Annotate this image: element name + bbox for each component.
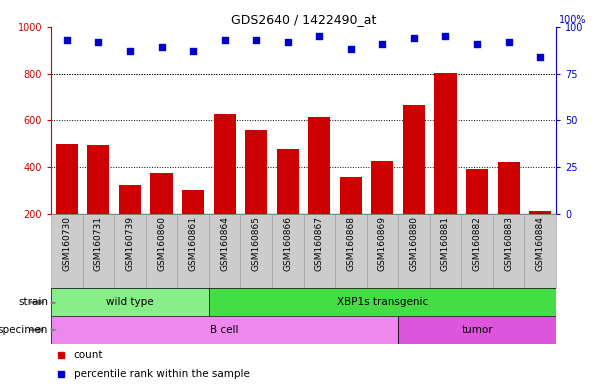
Point <box>94 39 103 45</box>
Bar <box>87 146 109 214</box>
Bar <box>525 214 556 288</box>
Text: tumor: tumor <box>461 325 493 335</box>
Bar <box>430 214 462 288</box>
Point <box>441 33 450 39</box>
Point <box>62 37 72 43</box>
Text: GSM160861: GSM160861 <box>189 216 198 271</box>
Bar <box>398 214 430 288</box>
Text: specimen: specimen <box>0 325 48 335</box>
Text: GSM160883: GSM160883 <box>504 216 513 271</box>
Bar <box>308 117 331 214</box>
Bar <box>276 149 299 214</box>
Point <box>472 41 482 47</box>
Bar <box>529 211 551 214</box>
Bar <box>498 162 520 214</box>
Point <box>314 33 324 39</box>
Text: GSM160881: GSM160881 <box>441 216 450 271</box>
Point <box>188 48 198 54</box>
Text: strain: strain <box>18 297 48 307</box>
Text: count: count <box>74 350 103 360</box>
Bar <box>398 316 556 344</box>
Text: GSM160730: GSM160730 <box>63 216 72 271</box>
Text: GSM160867: GSM160867 <box>315 216 324 271</box>
Bar <box>245 130 267 214</box>
Bar <box>150 173 172 214</box>
Bar <box>209 214 240 288</box>
Bar <box>119 185 141 214</box>
Point <box>346 46 356 52</box>
Bar <box>493 214 525 288</box>
Text: GSM160731: GSM160731 <box>94 216 103 271</box>
Bar <box>403 105 425 214</box>
Bar <box>83 214 114 288</box>
Bar <box>209 288 556 316</box>
Point <box>251 37 261 43</box>
Point <box>283 39 293 45</box>
Text: B cell: B cell <box>210 325 239 335</box>
Point <box>535 54 545 60</box>
Text: GSM160866: GSM160866 <box>283 216 292 271</box>
Text: GSM160860: GSM160860 <box>157 216 166 271</box>
Bar <box>56 144 78 214</box>
Bar <box>240 214 272 288</box>
Bar <box>435 73 457 214</box>
Text: XBP1s transgenic: XBP1s transgenic <box>337 297 428 307</box>
Title: GDS2640 / 1422490_at: GDS2640 / 1422490_at <box>231 13 376 26</box>
Text: wild type: wild type <box>106 297 154 307</box>
Bar <box>51 288 209 316</box>
Point <box>504 39 513 45</box>
Bar <box>304 214 335 288</box>
Bar <box>367 214 398 288</box>
Text: ►: ► <box>48 325 57 334</box>
Bar <box>146 214 177 288</box>
Text: GSM160865: GSM160865 <box>252 216 261 271</box>
Bar <box>335 214 367 288</box>
Point <box>409 35 419 41</box>
Bar <box>177 214 209 288</box>
Text: GSM160884: GSM160884 <box>535 216 545 271</box>
Bar <box>340 177 362 214</box>
Point <box>377 41 387 47</box>
Bar <box>182 190 204 214</box>
Point <box>157 44 166 50</box>
Bar <box>466 169 488 214</box>
Bar <box>272 214 304 288</box>
Point <box>220 37 230 43</box>
Text: GSM160869: GSM160869 <box>378 216 387 271</box>
Bar <box>371 161 394 214</box>
Bar <box>51 316 398 344</box>
Text: ►: ► <box>48 298 57 307</box>
Text: GSM160880: GSM160880 <box>409 216 418 271</box>
Point <box>125 48 135 54</box>
Bar <box>213 114 236 214</box>
Text: GSM160864: GSM160864 <box>220 216 229 271</box>
Bar <box>462 214 493 288</box>
Text: 100%: 100% <box>559 15 587 25</box>
Bar <box>114 214 146 288</box>
Text: percentile rank within the sample: percentile rank within the sample <box>74 369 249 379</box>
Text: GSM160739: GSM160739 <box>126 216 135 271</box>
Text: GSM160882: GSM160882 <box>472 216 481 271</box>
Bar <box>51 214 83 288</box>
Text: GSM160868: GSM160868 <box>346 216 355 271</box>
